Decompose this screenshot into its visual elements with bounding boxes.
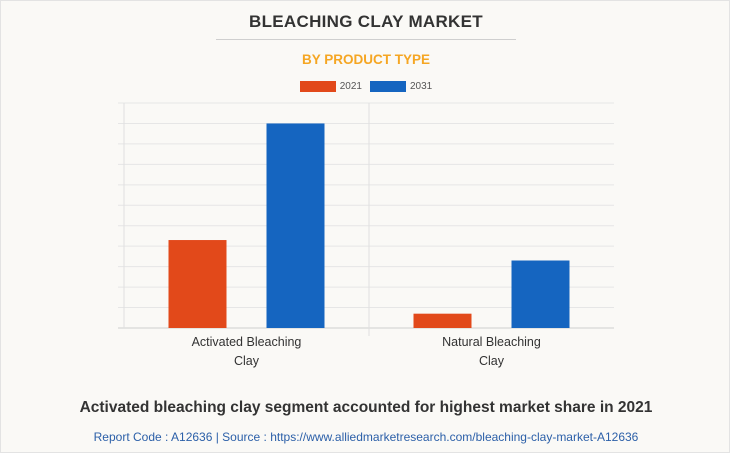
legend: 2021 2031 [1,81,730,92]
bar-2021-1 [413,313,472,328]
bar-2031-1 [511,260,570,328]
chart-subtitle: BY PRODUCT TYPE [301,52,431,67]
chart-title: BLEACHING CLAY MARKET [249,12,483,31]
bar-chart: Activated Bleaching Clay Natural Bleaching… [118,102,614,368]
x-tick-label: Clay [479,354,505,368]
x-tick-label: Natural Bleaching [442,335,541,349]
report-source: Report Code : A12636 | Source : https://… [93,430,639,444]
legend-swatch-2031 [370,81,406,92]
x-tick-label: Activated Bleaching [192,335,302,349]
legend-label-2021: 2021 [339,81,362,92]
bar-2021-0 [168,240,227,328]
legend-item-2021: 2021 [299,81,362,92]
bar-2031-0 [266,123,325,328]
title-divider [216,39,516,40]
chart-caption: Activated bleaching clay segment account… [79,399,653,416]
legend-label-2031: 2031 [410,81,433,92]
x-tick-label: Clay [234,354,260,368]
legend-item-2031: 2031 [370,81,432,92]
legend-swatch-2021 [299,81,336,92]
